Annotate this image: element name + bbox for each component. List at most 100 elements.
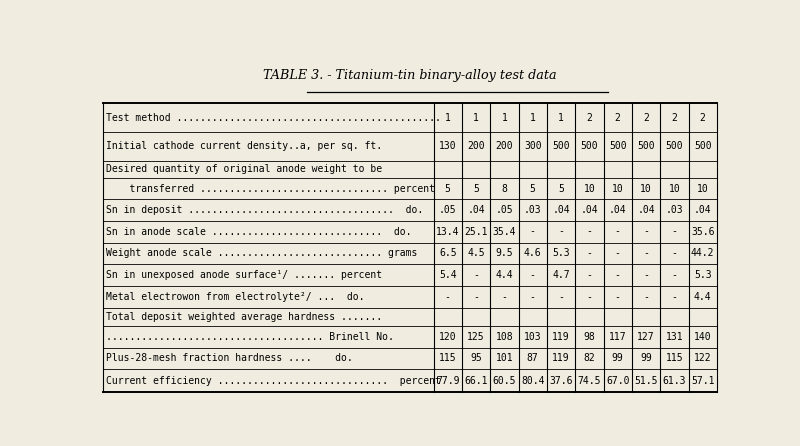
Text: -: - — [671, 270, 678, 280]
Text: 115: 115 — [666, 354, 683, 363]
Text: .03: .03 — [524, 205, 542, 215]
Text: 119: 119 — [552, 354, 570, 363]
Text: TABLE 3. - Titanium-tin binary-alloy test data: TABLE 3. - Titanium-tin binary-alloy tes… — [263, 69, 557, 82]
Text: 500: 500 — [581, 141, 598, 151]
Text: -: - — [586, 248, 592, 258]
Text: -: - — [614, 270, 621, 280]
Text: 200: 200 — [467, 141, 485, 151]
Text: -: - — [643, 292, 649, 302]
Text: 2: 2 — [700, 113, 706, 123]
Text: -: - — [502, 292, 507, 302]
Text: -: - — [558, 227, 564, 236]
Text: .04: .04 — [581, 205, 598, 215]
Text: 67.0: 67.0 — [606, 376, 630, 386]
Text: 130: 130 — [439, 141, 457, 151]
Text: 66.1: 66.1 — [464, 376, 488, 386]
Text: 35.4: 35.4 — [493, 227, 516, 236]
Text: transferred ................................ percent: transferred ............................… — [106, 184, 434, 194]
Text: 4.5: 4.5 — [467, 248, 485, 258]
Text: 2: 2 — [671, 113, 678, 123]
Text: Weight anode scale ............................ grams: Weight anode scale .....................… — [106, 248, 417, 258]
Text: ..................................... Brinell No.: ..................................... Br… — [106, 332, 394, 342]
Text: Sn in deposit ...................................  do.: Sn in deposit ..........................… — [106, 205, 423, 215]
Text: Desired quantity of original anode weight to be: Desired quantity of original anode weigh… — [106, 165, 382, 174]
Text: .05: .05 — [439, 205, 457, 215]
Text: 108: 108 — [495, 332, 514, 342]
Text: -: - — [643, 248, 649, 258]
Text: 10: 10 — [583, 184, 595, 194]
Text: 5.3: 5.3 — [694, 270, 711, 280]
Text: 500: 500 — [552, 141, 570, 151]
Text: Plus-28-mesh fraction hardness ....    do.: Plus-28-mesh fraction hardness .... do. — [106, 354, 352, 363]
Text: -: - — [586, 292, 592, 302]
Text: 4.7: 4.7 — [552, 270, 570, 280]
Text: -: - — [671, 248, 678, 258]
Text: 98: 98 — [583, 332, 595, 342]
Text: .05: .05 — [495, 205, 514, 215]
Text: -: - — [530, 227, 536, 236]
Text: 1: 1 — [445, 113, 450, 123]
Text: 13.4: 13.4 — [436, 227, 459, 236]
Text: -: - — [614, 227, 621, 236]
Text: -: - — [473, 270, 479, 280]
Text: -: - — [643, 227, 649, 236]
Text: -: - — [586, 270, 592, 280]
Text: 120: 120 — [439, 332, 457, 342]
Text: -: - — [586, 227, 592, 236]
Text: 122: 122 — [694, 354, 711, 363]
Text: .04: .04 — [552, 205, 570, 215]
Text: -: - — [671, 292, 678, 302]
Text: .04: .04 — [694, 205, 711, 215]
Text: 4.6: 4.6 — [524, 248, 542, 258]
Text: Test method .............................................: Test method ............................… — [106, 113, 441, 123]
Text: 82: 82 — [583, 354, 595, 363]
Text: .04: .04 — [467, 205, 485, 215]
Text: 51.5: 51.5 — [634, 376, 658, 386]
Text: -: - — [671, 227, 678, 236]
Text: 1: 1 — [473, 113, 479, 123]
Text: 8: 8 — [502, 184, 507, 194]
Text: 131: 131 — [666, 332, 683, 342]
Text: 500: 500 — [666, 141, 683, 151]
Text: 35.6: 35.6 — [691, 227, 714, 236]
Text: 125: 125 — [467, 332, 485, 342]
Text: 500: 500 — [694, 141, 711, 151]
Text: -: - — [445, 292, 450, 302]
Text: 2: 2 — [586, 113, 592, 123]
Text: 61.3: 61.3 — [662, 376, 686, 386]
Text: 5.3: 5.3 — [552, 248, 570, 258]
Text: 103: 103 — [524, 332, 542, 342]
Text: 117: 117 — [609, 332, 626, 342]
Text: 1: 1 — [558, 113, 564, 123]
Text: 25.1: 25.1 — [464, 227, 488, 236]
Text: Sn in unexposed anode surface¹/ ....... percent: Sn in unexposed anode surface¹/ ....... … — [106, 270, 382, 280]
Text: 101: 101 — [495, 354, 514, 363]
Text: 140: 140 — [694, 332, 711, 342]
Text: 57.1: 57.1 — [691, 376, 714, 386]
Text: 200: 200 — [495, 141, 514, 151]
Text: -: - — [643, 270, 649, 280]
Text: .03: .03 — [666, 205, 683, 215]
Text: 119: 119 — [552, 332, 570, 342]
Text: 87: 87 — [527, 354, 538, 363]
Text: -: - — [614, 248, 621, 258]
Text: 9.5: 9.5 — [495, 248, 514, 258]
Text: 4.4: 4.4 — [694, 292, 711, 302]
Text: Current efficiency .............................  percent: Current efficiency .....................… — [106, 376, 441, 386]
Text: 44.2: 44.2 — [691, 248, 714, 258]
Text: 10: 10 — [669, 184, 680, 194]
Text: Sn in anode scale .............................  do.: Sn in anode scale ......................… — [106, 227, 411, 236]
Text: 1: 1 — [502, 113, 507, 123]
Text: .04: .04 — [638, 205, 655, 215]
Text: 300: 300 — [524, 141, 542, 151]
Text: 6.5: 6.5 — [439, 248, 457, 258]
Text: 77.9: 77.9 — [436, 376, 459, 386]
Text: 115: 115 — [439, 354, 457, 363]
Text: -: - — [473, 292, 479, 302]
Text: 60.5: 60.5 — [493, 376, 516, 386]
Text: -: - — [530, 270, 536, 280]
Text: 2: 2 — [614, 113, 621, 123]
Text: 1: 1 — [530, 113, 536, 123]
Text: 5: 5 — [530, 184, 536, 194]
Text: 4.4: 4.4 — [495, 270, 514, 280]
